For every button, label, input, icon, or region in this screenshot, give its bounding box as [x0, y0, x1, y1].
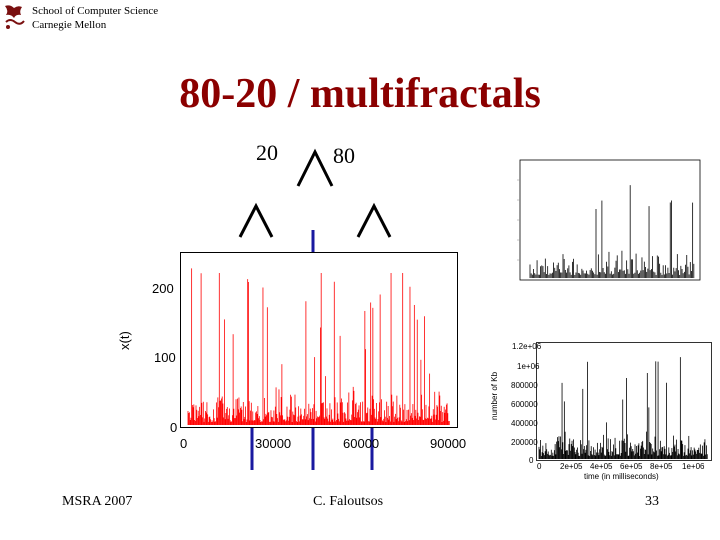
bottom-x-tick-6e05: 6e+05	[620, 462, 643, 471]
bottom-y-tick-200000: 200000	[511, 438, 538, 447]
y-tick-200: 200	[152, 281, 174, 296]
bottom-x-tick-0: 0	[537, 462, 542, 471]
bottom-y-tick-1e06: 1e+06	[517, 362, 540, 371]
bottom-y-tick-0: 0	[529, 456, 534, 465]
arrow-right-icon	[356, 202, 392, 238]
label-20: 20	[256, 140, 278, 165]
footer-venue: MSRA 2007	[62, 494, 133, 509]
main-chart	[180, 252, 460, 430]
header-university: Carnegie Mellon	[32, 19, 107, 31]
arrow-left-icon	[238, 202, 274, 238]
x-tick-0: 0	[180, 436, 188, 451]
thumbnail-chart-top	[490, 150, 710, 295]
page-number: 33	[645, 494, 659, 509]
bottom-x-tick-8e05: 8e+05	[650, 462, 673, 471]
bottom-y-tick-1.2e06: 1.2e+06	[512, 342, 542, 351]
x-tick-90000: 90000	[430, 436, 467, 451]
bottom-x-tick-2e05: 2e+05	[560, 462, 583, 471]
x-tick-60000: 60000	[343, 436, 380, 451]
cmu-logo-icon	[2, 2, 28, 32]
bottom-x-axis-label: time (in milliseconds)	[584, 472, 659, 481]
bottom-y-tick-800000: 800000	[511, 381, 538, 390]
arrow-center-icon	[296, 148, 334, 187]
y-tick-100: 100	[154, 350, 176, 365]
bottom-y-axis-label: number of Kb	[490, 371, 499, 420]
bottom-x-tick-1e06: 1e+06	[682, 462, 705, 471]
slide-title: 80-20 / multifractals	[179, 71, 541, 117]
thumbnail-chart-bottom	[536, 342, 712, 462]
label-80: 80	[333, 143, 355, 168]
y-tick-0: 0	[170, 420, 178, 435]
y-axis-label: x(t)	[117, 331, 132, 350]
footer-author: C. Faloutsos	[313, 494, 384, 509]
x-tick-30000: 30000	[255, 436, 292, 451]
header-school: School of Computer Science	[32, 5, 159, 17]
bottom-y-tick-400000: 400000	[511, 419, 538, 428]
bottom-x-tick-4e05: 4e+05	[590, 462, 613, 471]
bottom-y-tick-600000: 600000	[511, 400, 538, 409]
